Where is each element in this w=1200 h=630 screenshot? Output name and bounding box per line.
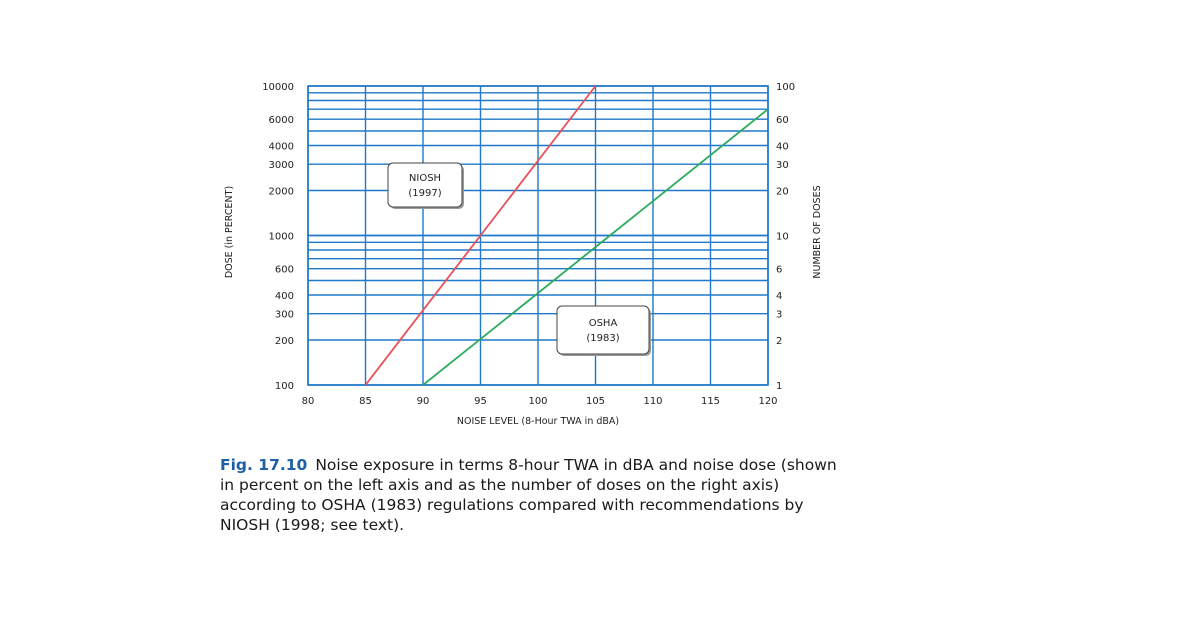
y-right-tick-label-3: 4 (776, 291, 782, 302)
x-tick-label-3: 95 (474, 396, 487, 407)
series-line-1 (422, 108, 769, 386)
y-right-tick-label-1: 2 (776, 336, 782, 347)
annotation-line2-1: (1983) (586, 333, 619, 344)
y-left-tick-label-9: 6000 (269, 115, 294, 126)
y-left-tick-label-0: 100 (275, 381, 294, 392)
annotation-box-0: NIOSH (1997) (387, 162, 464, 209)
y-right-tick-label-9: 60 (776, 115, 789, 126)
y-axis-left-title: DOSE (in PERCENT) (224, 186, 235, 278)
annotation-frame-0 (387, 162, 463, 208)
y-right-tick-label-5: 10 (776, 232, 789, 243)
x-tick-label-5: 105 (586, 396, 605, 407)
y-left-tick-label-8: 4000 (269, 141, 294, 152)
x-tick-label-6: 110 (643, 396, 662, 407)
y-axis-right-title: NUMBER OF DOSES (812, 185, 823, 278)
y-right-tick-label-6: 20 (776, 186, 789, 197)
x-tick-label-1: 85 (359, 396, 372, 407)
y-left-tick-label-3: 400 (275, 291, 294, 302)
y-left-tick-label-1: 200 (275, 336, 294, 347)
x-tick-label-0: 80 (302, 396, 315, 407)
series (364, 85, 769, 386)
series-line-0 (364, 85, 597, 386)
caption-label: Fig. 17.10 (220, 456, 308, 474)
y-left-tick-label-2: 300 (275, 310, 294, 321)
x-tick-label-8: 120 (758, 396, 777, 407)
grid (307, 85, 769, 386)
x-tick-label-2: 90 (417, 396, 430, 407)
y-left-tick-label-10: 10000 (262, 82, 294, 93)
y-right-tick-label-7: 30 (776, 160, 789, 171)
annotation-box-1: OSHA (1983) (556, 305, 651, 356)
noise-dose-chart: NIOSH(1997)OSHA(1983) 80 85 90 95 100 105 110 1… (224, 82, 823, 427)
y-right-tick-label-2: 3 (776, 310, 782, 321)
x-tick-label-4: 100 (528, 396, 547, 407)
y-left-tick-label-7: 3000 (269, 160, 294, 171)
y-right-tick-label-10: 100 (776, 82, 795, 93)
figure-caption: Fig. 17.10 Noise exposure in terms 8-hour… (220, 455, 840, 535)
annotation-line1-1: OSHA (589, 318, 618, 329)
caption-text: Noise exposure in terms 8-hour TWA in dB… (220, 456, 837, 534)
y-left-tick-label-4: 600 (275, 265, 294, 276)
y-left-tick-label-5: 1000 (269, 232, 294, 243)
x-tick-label-7: 115 (701, 396, 720, 407)
plot-frame (307, 85, 769, 386)
y-right-tick-label-8: 40 (776, 141, 789, 152)
annotation-line1-0: NIOSH (409, 173, 441, 184)
annotation-line2-0: (1997) (408, 188, 441, 199)
tick-labels: 80 85 90 95 100 105 110 115 12010020030040060010… (262, 82, 795, 407)
y-right-tick-label-0: 1 (776, 381, 782, 392)
y-right-tick-label-4: 6 (776, 265, 782, 276)
x-axis-title: NOISE LEVEL (8-Hour TWA in dBA) (457, 416, 619, 427)
annotations: NIOSH (1997) OSHA (1983) (387, 162, 651, 356)
annotation-frame-1 (556, 305, 650, 355)
y-left-tick-label-6: 2000 (269, 186, 294, 197)
